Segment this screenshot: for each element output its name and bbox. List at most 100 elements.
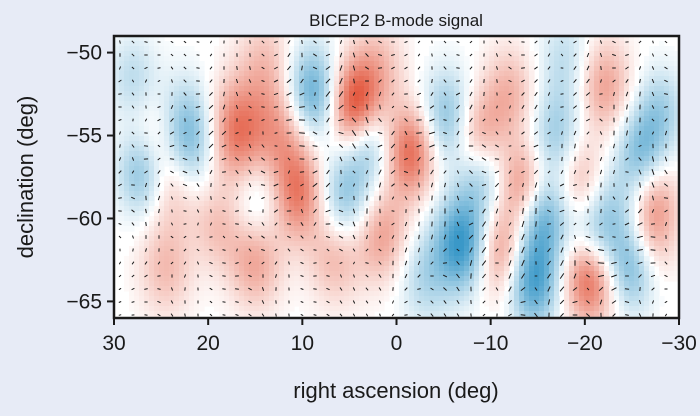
field-cell (564, 121, 570, 127)
field-cell (504, 116, 510, 122)
field-cell (469, 256, 475, 262)
field-cell (274, 211, 280, 217)
field-cell (499, 91, 505, 97)
field-cell (489, 246, 495, 252)
field-cell (669, 81, 675, 87)
field-cell (459, 96, 465, 102)
field-cell (424, 111, 430, 117)
field-cell (514, 236, 520, 242)
field-cell (209, 206, 215, 212)
field-cell (539, 101, 545, 107)
field-cell (489, 91, 495, 97)
field-cell (314, 71, 320, 77)
field-cell (504, 196, 510, 202)
field-cell (624, 206, 630, 212)
field-cell (554, 226, 560, 232)
field-cell (144, 171, 150, 177)
field-cell (639, 116, 645, 122)
field-cell (199, 131, 205, 137)
field-cell (474, 256, 480, 262)
field-cell (129, 211, 135, 217)
field-cell (279, 156, 285, 162)
field-cell (644, 136, 650, 142)
field-cell (359, 56, 365, 62)
field-cell (344, 66, 350, 72)
field-cell (569, 61, 575, 67)
field-cell (519, 246, 525, 252)
field-cell (594, 261, 600, 267)
field-cell (319, 91, 325, 97)
field-cell (224, 251, 230, 257)
field-cell (189, 241, 195, 247)
field-cell (524, 181, 530, 187)
field-cell (119, 91, 125, 97)
field-cell (269, 186, 275, 192)
field-cell (159, 61, 165, 67)
field-cell (419, 201, 425, 207)
field-cell (129, 136, 135, 142)
field-cell (604, 81, 610, 87)
field-cell (474, 96, 480, 102)
field-cell (384, 131, 390, 137)
field-cell (599, 151, 605, 157)
field-cell (189, 136, 195, 142)
field-cell (154, 41, 160, 47)
field-cell (529, 51, 535, 57)
field-cell (194, 231, 200, 237)
field-cell (384, 186, 390, 192)
field-cell (479, 61, 485, 67)
field-cell (569, 251, 575, 257)
field-cell (134, 111, 140, 117)
field-cell (394, 246, 400, 252)
field-cell (189, 166, 195, 172)
field-cell (219, 126, 225, 132)
field-cell (664, 256, 670, 262)
field-cell (584, 76, 590, 82)
field-cell (654, 91, 660, 97)
field-cell (604, 111, 610, 117)
field-cell (224, 141, 230, 147)
field-cell (559, 101, 565, 107)
field-cell (194, 196, 200, 202)
field-cell (399, 241, 405, 247)
field-cell (249, 61, 255, 67)
field-cell (114, 196, 120, 202)
field-cell (454, 226, 460, 232)
field-cell (354, 116, 360, 122)
field-cell (149, 266, 155, 272)
field-cell (399, 116, 405, 122)
field-cell (574, 36, 580, 42)
field-cell (464, 201, 470, 207)
field-cell (344, 136, 350, 142)
field-cell (474, 61, 480, 67)
field-cell (549, 231, 555, 237)
field-cell (489, 66, 495, 72)
field-cell (584, 251, 590, 257)
field-cell (334, 131, 340, 137)
field-cell (519, 76, 525, 82)
field-cell (124, 171, 130, 177)
field-cell (479, 71, 485, 77)
field-cell (144, 206, 150, 212)
field-cell (584, 191, 590, 197)
field-cell (479, 101, 485, 107)
field-cell (439, 91, 445, 97)
field-cell (464, 181, 470, 187)
field-cell (584, 221, 590, 227)
field-cell (444, 141, 450, 147)
field-cell (184, 151, 190, 157)
field-cell (349, 91, 355, 97)
field-cell (639, 146, 645, 152)
field-cell (339, 106, 345, 112)
field-cell (534, 171, 540, 177)
field-cell (159, 101, 165, 107)
field-cell (604, 161, 610, 167)
field-cell (454, 41, 460, 47)
field-cell (169, 106, 175, 112)
field-cell (219, 206, 225, 212)
field-cell (149, 201, 155, 207)
field-cell (564, 216, 570, 222)
field-cell (469, 96, 475, 102)
field-cell (519, 71, 525, 77)
field-cell (239, 151, 245, 157)
